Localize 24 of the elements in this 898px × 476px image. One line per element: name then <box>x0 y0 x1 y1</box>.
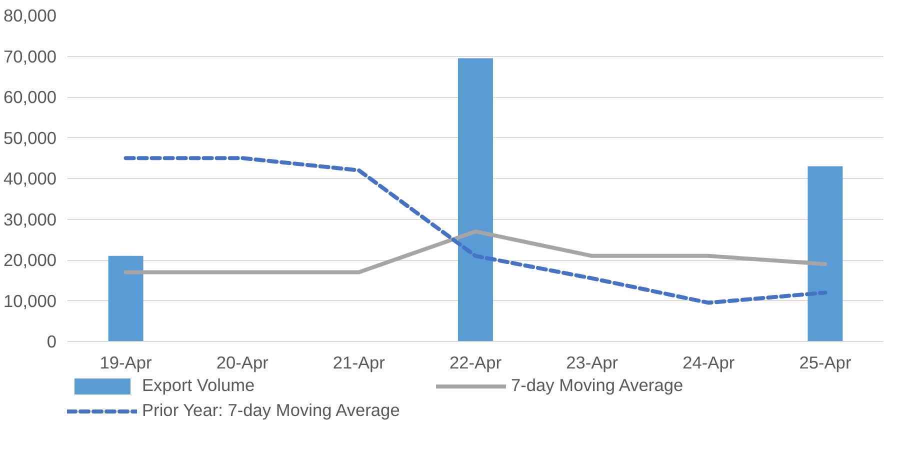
bar <box>458 58 493 342</box>
y-tick-label: 50,000 <box>4 128 56 148</box>
y-tick-label: 80,000 <box>4 6 56 26</box>
y-tick-label: 70,000 <box>4 46 56 66</box>
line-series <box>124 229 828 274</box>
y-tick-label: 40,000 <box>4 168 56 188</box>
line-series <box>124 156 828 305</box>
x-tick-label: 23-Apr <box>566 352 618 372</box>
legend-label: Prior Year: 7-day Moving Average <box>142 400 401 421</box>
x-tick-label: 25-Apr <box>799 352 852 372</box>
y-tick-label: 20,000 <box>4 250 56 270</box>
x-tick-label: 22-Apr <box>449 352 502 372</box>
bar <box>108 256 144 342</box>
x-tick-label: 19-Apr <box>100 352 152 372</box>
x-tick-label: 24-Apr <box>682 352 735 372</box>
y-tick-label: 30,000 <box>4 209 56 230</box>
y-tick-label: 60,000 <box>4 87 56 107</box>
legend-label: Export Volume <box>142 375 256 396</box>
legend-label: 7-day Moving Average <box>511 375 684 396</box>
x-tick-label: 21-Apr <box>332 352 386 372</box>
bar <box>808 166 843 342</box>
y-tick-label: 0 <box>46 332 57 352</box>
y-tick-label: 10,000 <box>4 290 56 311</box>
x-tick-label: 20-Apr <box>216 352 269 372</box>
